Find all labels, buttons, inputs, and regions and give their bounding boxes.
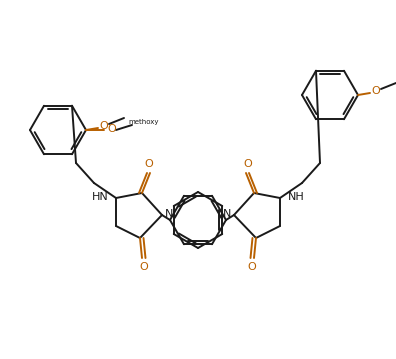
Text: O: O xyxy=(244,159,252,169)
Text: N: N xyxy=(165,209,173,219)
Text: O: O xyxy=(248,262,256,272)
Text: O: O xyxy=(140,262,148,272)
Text: methoxy: methoxy xyxy=(129,119,159,125)
Text: NH: NH xyxy=(287,192,305,202)
Text: O: O xyxy=(145,159,153,169)
Text: HN: HN xyxy=(91,192,109,202)
Text: O: O xyxy=(100,121,109,131)
Text: N: N xyxy=(223,209,231,219)
Text: O: O xyxy=(108,124,116,134)
Text: O: O xyxy=(371,86,381,96)
